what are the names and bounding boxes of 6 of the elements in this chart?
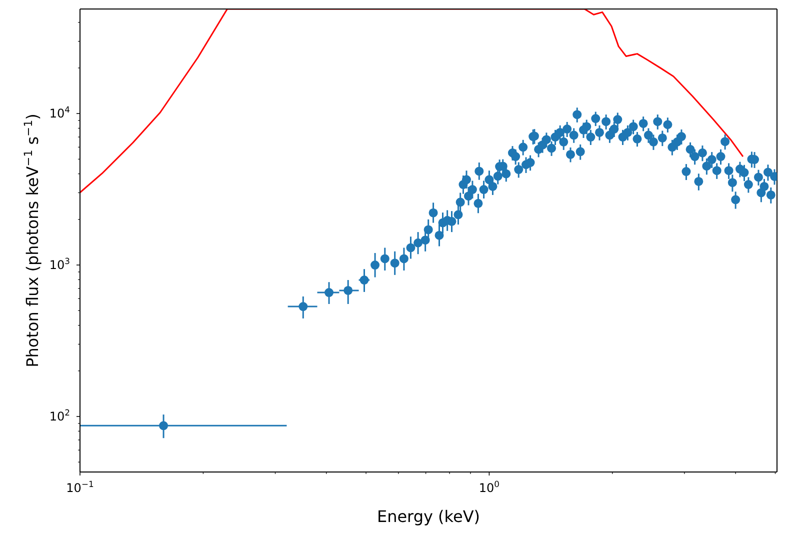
y-tick-label: 10$^{2}$ — [49, 407, 70, 424]
x-tick-label: 10$^{0}$ — [478, 479, 500, 495]
x-tick-label: 10$^{−1}$ — [66, 479, 94, 495]
y-tick-label: 10$^{4}$ — [49, 104, 70, 121]
x-axis-title: Energy (keV) — [376, 507, 480, 526]
y-tick-label: 10$^{3}$ — [49, 256, 70, 272]
